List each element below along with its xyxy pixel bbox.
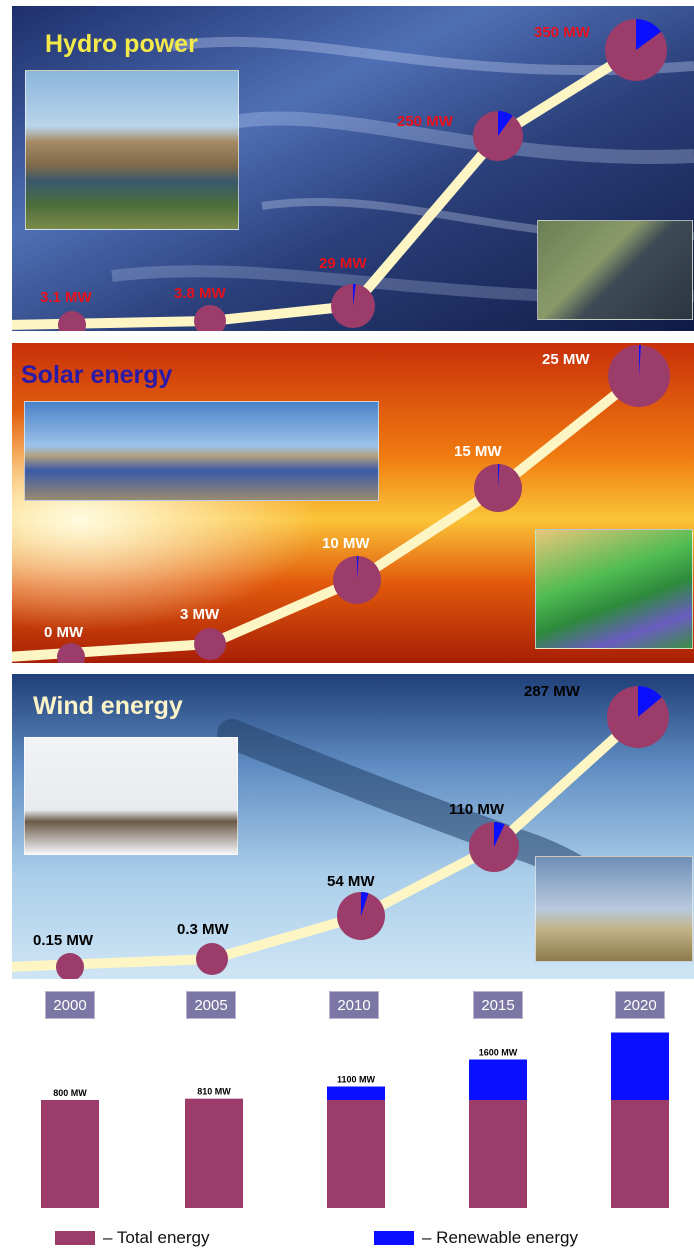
solar-pie-2005: [194, 628, 226, 660]
solar-value-label: 25 MW: [542, 351, 590, 368]
legend-total-label: – Total energy: [103, 1228, 210, 1247]
renewable-energy-bar-2010: [327, 1086, 385, 1100]
year-label: 2010: [329, 991, 379, 1019]
wind-pie-renewable-2015: [494, 822, 505, 847]
hydro-power-panel: 3.1 MW 3.8 MW 29 MW 250 MW 350 MW Hydro powe…: [12, 6, 694, 331]
year-label: 2000: [45, 991, 95, 1019]
solar-farm-photo: [24, 401, 379, 501]
solar-value-label: 15 MW: [454, 443, 502, 460]
year-label: 2005: [186, 991, 236, 1019]
wind-value-label: 54 MW: [327, 873, 375, 890]
wind-value-label: 0.3 MW: [177, 921, 230, 938]
renewable-energy-swatch: [374, 1231, 414, 1245]
hydro-value-label: 3.8 MW: [174, 285, 227, 302]
solar-pie-renewable-2015: [498, 464, 500, 488]
hydro-dam-photo: [537, 220, 693, 320]
hydro-pie-renewable-2015: [498, 111, 513, 136]
wind-pie-2005: [196, 943, 228, 975]
wind-value-label: 110 MW: [449, 801, 505, 818]
hydro-value-label: 3.1 MW: [40, 289, 93, 306]
hydro-pie-2005: [194, 305, 226, 331]
total-energy-bar-2015: [469, 1100, 527, 1208]
legend-total: – Total energy: [55, 1228, 209, 1248]
wind-pie-2000: [56, 953, 84, 979]
bar-data-label: 800 MW: [53, 1088, 87, 1098]
wind-value-label: 287 MW: [524, 683, 581, 700]
renewable-energy-bar-2020: [611, 1032, 669, 1100]
wind-energy-panel: 0.15 MW 0.3 MW 54 MW 110 MW 287 MW Wind ener…: [12, 674, 694, 979]
energy-bar-chart: 800 MW 810 MW 1100 MW 1600 MW 2100 MW: [41, 1030, 669, 1208]
year-label: 2020: [615, 991, 665, 1019]
total-energy-bar-2000: [41, 1100, 99, 1208]
solar-value-label: 0 MW: [44, 624, 84, 641]
hydro-landscape-photo: [25, 70, 239, 230]
solar-pie-renewable-2020: [639, 345, 641, 376]
bar-data-label: 1100 MW: [337, 1075, 376, 1085]
solar-value-label: 3 MW: [180, 606, 220, 623]
water-streak: [171, 36, 694, 76]
solar-grid-illustration: [535, 529, 693, 649]
solar-pie-renewable-2010: [357, 556, 359, 580]
total-energy-bar-2010: [327, 1100, 385, 1208]
hydro-value-label: 350 MW: [534, 24, 591, 41]
wind-pie-renewable-2020: [638, 686, 662, 717]
solar-title: Solar energy: [21, 361, 173, 389]
wind-value-label: 0.15 MW: [33, 932, 94, 949]
bar-data-label: 2100 MW: [621, 1030, 660, 1031]
wind-village-photo: [24, 737, 238, 855]
hydro-value-label: 29 MW: [319, 255, 367, 272]
solar-value-label: 10 MW: [322, 535, 370, 552]
total-energy-bar-2020: [611, 1100, 669, 1208]
renewable-energy-bar-2015: [469, 1059, 527, 1100]
total-energy-swatch: [55, 1231, 95, 1245]
wind-pie-renewable-2010: [361, 892, 369, 916]
bar-data-label: 810 MW: [197, 1087, 231, 1097]
hydro-pie-renewable-2010: [353, 284, 356, 306]
legend-renewable-label: – Renewable energy: [422, 1228, 578, 1247]
solar-energy-panel: 0 MW 3 MW 10 MW 15 MW 25 MW Solar energy: [12, 343, 694, 663]
solar-energy-chart: 0 MW 3 MW 10 MW 15 MW 25 MW: [12, 343, 694, 663]
solar-pie-2000: [57, 643, 85, 663]
legend-renewable: – Renewable energy: [374, 1228, 578, 1248]
hydro-value-label: 250 MW: [397, 113, 454, 130]
wind-farm-photo: [535, 856, 693, 962]
water-streak: [210, 111, 694, 164]
total-energy-bar-2005: [185, 1098, 243, 1208]
wind-title: Wind energy: [33, 692, 183, 720]
hydro-pie-2000: [58, 311, 86, 331]
hydro-title: Hydro power: [45, 30, 198, 58]
bar-data-label: 1600 MW: [479, 1048, 518, 1058]
year-label: 2015: [473, 991, 523, 1019]
hydro-pie-renewable-2020: [636, 19, 662, 50]
